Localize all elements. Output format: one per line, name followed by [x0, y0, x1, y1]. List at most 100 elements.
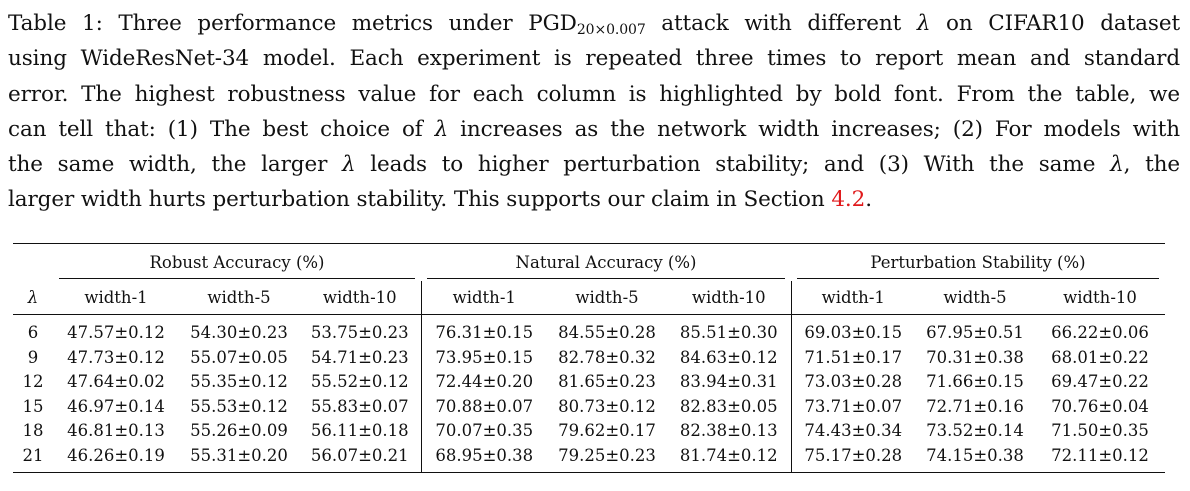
value-cell: 79.62±0.17	[558, 421, 656, 441]
value-cell: 85.51±0.30	[679, 323, 778, 342]
value-cell: 73.52±0.14	[926, 421, 1024, 441]
value-cell: 72.71±0.16	[926, 396, 1024, 416]
value-cell: 81.65±0.23	[558, 372, 656, 392]
value-cell: 46.26±0.19	[67, 445, 165, 465]
value-cell: 53.75±0.23	[310, 323, 409, 342]
caption-text: larger width hurts perturbation stabilit…	[8, 187, 832, 213]
value-cell: 72.11±0.12	[1051, 445, 1149, 465]
empty-header-cell	[13, 244, 53, 282]
lambda-symbol: λ	[1110, 152, 1124, 178]
value-cell: 70.76±0.04	[1051, 396, 1149, 416]
value-cell: 79.25±0.23	[558, 445, 656, 465]
caption-text: attack with different	[645, 11, 917, 36]
caption-text: leads to higher perturbation stability; …	[355, 152, 1111, 178]
value-cell: 71.51±0.17	[790, 345, 915, 370]
caption-text: the same width, the larger	[8, 152, 342, 178]
table-row: 15 46.97±0.14 55.53±0.12 55.83±0.07 70.8…	[13, 394, 1165, 419]
value-cell: 73.71±0.07	[790, 394, 915, 419]
value-cell: 55.26±0.09	[190, 421, 288, 441]
value-cell: 82.83±0.05	[679, 396, 778, 416]
value-cell: 73.95±0.15	[420, 345, 547, 370]
value-cell: 70.07±0.35	[420, 418, 547, 443]
caption-text: error. The highest robustness value for …	[8, 81, 1180, 107]
width-header: width-10	[322, 288, 397, 307]
width-header-row: λ width-1 width-5 width-10 width-1 width…	[13, 281, 1165, 315]
caption-line: can tell that: (1) The best choice of λ …	[8, 112, 1180, 147]
group-header-natural: Natural Accuracy (%)	[421, 244, 791, 282]
width-header: width-1	[790, 281, 915, 315]
value-cell: 71.50±0.35	[1051, 421, 1149, 441]
caption-text: , the	[1123, 152, 1180, 178]
group-header-robust: Robust Accuracy (%)	[53, 244, 421, 282]
value-cell: 68.95±0.38	[420, 443, 547, 472]
section-reference-link[interactable]: 4.2	[831, 187, 866, 213]
width-header: width-5	[575, 288, 639, 307]
value-cell: 56.07±0.21	[310, 445, 409, 465]
value-cell: 55.31±0.20	[190, 445, 288, 465]
lambda-cell: 9	[27, 347, 39, 367]
value-cell: 70.88±0.07	[420, 394, 547, 419]
value-cell: 46.97±0.14	[67, 396, 165, 416]
width-header: width-1	[420, 281, 547, 315]
value-cell: 84.55±0.28	[558, 323, 656, 342]
caption-line: Table 1: Three performance metrics under…	[8, 6, 1180, 41]
lambda-cell: 6	[27, 323, 39, 342]
value-cell: 55.07±0.05	[190, 347, 288, 367]
group-label: Robust Accuracy (%)	[149, 253, 325, 272]
lambda-cell: 12	[22, 372, 44, 392]
value-cell: 55.83±0.07	[310, 396, 409, 416]
value-cell: 83.94±0.31	[679, 372, 778, 392]
lambda-cell: 15	[22, 396, 44, 416]
value-cell: 76.31±0.15	[420, 314, 547, 345]
value-cell: 67.95±0.51	[926, 323, 1024, 342]
table-row: 9 47.73±0.12 55.07±0.05 54.71±0.23 73.95…	[13, 345, 1165, 370]
group-label: Natural Accuracy (%)	[515, 253, 697, 272]
group-header-row: Robust Accuracy (%) Natural Accuracy (%)…	[13, 243, 1165, 282]
value-cell: 69.03±0.15	[790, 314, 915, 345]
table-row: 12 47.64±0.02 55.35±0.12 55.52±0.12 72.4…	[13, 369, 1165, 394]
value-cell: 74.43±0.34	[790, 418, 915, 443]
caption-line: using WideResNet-34 model. Each experime…	[8, 41, 1180, 76]
value-cell: 47.64±0.02	[67, 372, 165, 392]
value-cell: 69.47±0.22	[1051, 372, 1149, 392]
table-row: 6 47.57±0.12 54.30±0.23 53.75±0.23 76.31…	[13, 314, 1165, 345]
value-cell: 47.57±0.12	[67, 323, 165, 342]
width-header: width-10	[1063, 288, 1137, 307]
value-cell: 68.01±0.22	[1051, 347, 1149, 367]
value-cell: 71.66±0.15	[926, 372, 1024, 392]
value-cell: 55.52±0.12	[310, 372, 409, 392]
value-cell: 84.63±0.12	[679, 347, 778, 367]
table-caption: Table 1: Three performance metrics under…	[8, 6, 1180, 218]
value-cell: 56.11±0.18	[310, 421, 409, 441]
lambda-cell: 18	[22, 421, 44, 441]
lambda-symbol: λ	[916, 11, 931, 36]
value-cell: 54.71±0.23	[310, 347, 409, 367]
width-header: width-5	[207, 288, 271, 307]
value-cell: 55.35±0.12	[190, 372, 288, 392]
caption-text: can tell that: (1) The best choice of	[8, 116, 435, 142]
value-cell: 46.81±0.13	[67, 421, 165, 441]
width-header: width-10	[691, 288, 766, 307]
lambda-cell: 21	[22, 445, 44, 465]
value-cell: 70.31±0.38	[926, 347, 1024, 367]
caption-text: increases as the network width increases…	[448, 116, 1180, 142]
value-cell: 82.78±0.32	[558, 347, 656, 367]
value-cell: 73.03±0.28	[790, 369, 915, 394]
value-cell: 80.73±0.12	[558, 396, 656, 416]
caption-text: on CIFAR10 dataset	[930, 11, 1180, 36]
group-label: Perturbation Stability (%)	[870, 253, 1086, 272]
caption-text: using WideResNet-34 model. Each experime…	[8, 46, 1180, 72]
group-header-stability: Perturbation Stability (%)	[791, 244, 1165, 282]
lambda-header: λ	[27, 288, 39, 307]
caption-text: Table 1: Three performance metrics under…	[8, 11, 577, 36]
table-row: 21 46.26±0.19 55.31±0.20 56.07±0.21 68.9…	[13, 443, 1165, 472]
caption-line: the same width, the larger λ leads to hi…	[8, 147, 1180, 182]
value-cell: 66.22±0.06	[1051, 323, 1149, 342]
table-body: 6 47.57±0.12 54.30±0.23 53.75±0.23 76.31…	[13, 314, 1165, 472]
attack-subscript: 20×0.007	[576, 22, 646, 38]
caption-line: larger width hurts perturbation stabilit…	[8, 182, 1180, 217]
value-cell: 54.30±0.23	[190, 323, 288, 342]
lambda-symbol: λ	[434, 116, 449, 142]
value-cell: 72.44±0.20	[420, 369, 547, 394]
width-header: width-5	[943, 288, 1007, 307]
